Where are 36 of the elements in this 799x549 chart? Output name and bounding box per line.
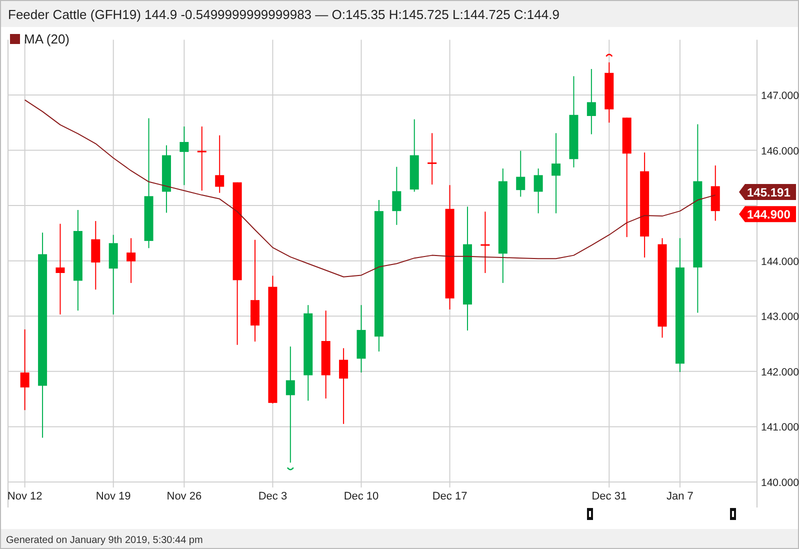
text: Generated on January 9th 2019, 5:30:44 pm <box>6 535 203 546</box>
y-tick-label: 146.000 <box>761 145 799 158</box>
candlestick <box>428 132 437 186</box>
x-tick-label: Nov 19 <box>96 490 131 502</box>
y-tick-label: 143.000 <box>761 311 799 324</box>
candlestick <box>180 126 189 186</box>
x-tick-label: Nov 12 <box>7 490 42 502</box>
x-tick-label: Dec 17 <box>432 490 468 502</box>
candlestick <box>534 168 543 214</box>
y-tick-label: 147.000 <box>761 90 799 102</box>
x-tick-label: Dec 3 <box>258 490 288 502</box>
candlestick <box>91 220 100 290</box>
chart-title: Feeder Cattle (GFH19) 144.9 -0.5499999999999983 — O:145.35 H:145.725 L:144.725 C:144.9 <box>8 7 560 22</box>
candlestick <box>215 134 224 194</box>
y-tick-label: 141.000 <box>761 422 799 434</box>
candlestick <box>480 211 490 274</box>
legend-label: MA (20) <box>24 32 70 46</box>
candlestick <box>126 238 136 284</box>
text: 144.900 <box>747 208 791 222</box>
candlestick <box>20 328 30 411</box>
candlestick <box>516 150 526 198</box>
candlestick <box>56 223 65 315</box>
y-tick-label: 144.000 <box>761 256 799 268</box>
x-tick-label: Dec 10 <box>344 490 379 502</box>
y-tick-label: 140.000 <box>761 476 799 489</box>
candlestick <box>339 348 348 424</box>
y-tick-label: 142.000 <box>761 366 799 378</box>
text: 145.191 <box>747 186 791 200</box>
candlestick <box>586 68 596 135</box>
x-tick-label: Nov 26 <box>166 490 202 502</box>
candlestick <box>286 346 295 464</box>
candlestick <box>392 166 402 226</box>
x-tick-label: Dec 31 <box>592 490 627 502</box>
candlestick <box>552 132 561 214</box>
candlestick <box>197 126 206 192</box>
x-tick-label: Jan 7 <box>666 490 694 502</box>
